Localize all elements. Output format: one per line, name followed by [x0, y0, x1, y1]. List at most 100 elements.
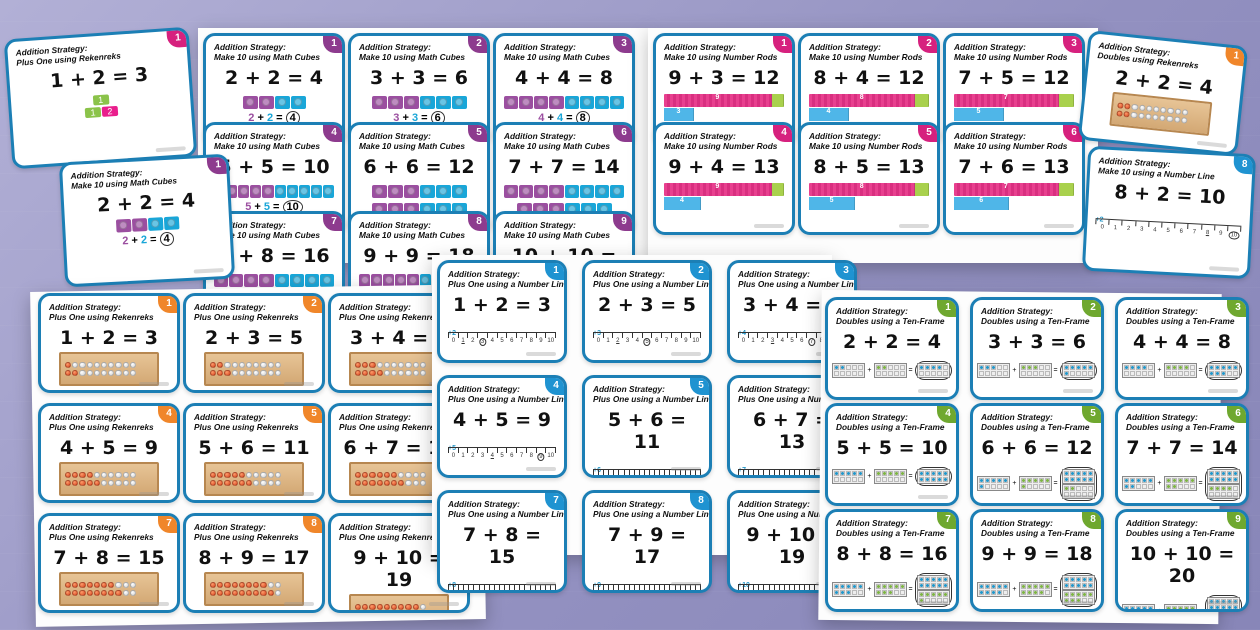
ten-frame-addition-card[interactable]: 1 Addition Strategy: Doubles using a Ten-F… [825, 297, 959, 400]
publisher-watermark [526, 352, 556, 356]
card-equation: 9 + 4 = 13 [664, 156, 784, 178]
ten-frame-illustration: + = [981, 361, 1093, 380]
number-line-addition-card[interactable]: 4 Addition Strategy: Plus One using a Numb… [437, 375, 567, 478]
floating-cube-card[interactable]: 1 Addition Strategy: Make 10 using Math Cu… [59, 154, 235, 288]
card-equation: 4 + 5 = 9 [49, 437, 169, 459]
card-equation: 5 + 6 = 11 [194, 437, 314, 459]
card-title-strategy: Addition Strategy: [194, 302, 314, 312]
card-equation: 2 + 3 = 5 [194, 327, 314, 349]
card-title-method: Doubles using a Ten-Frame [836, 316, 948, 326]
ten-frame-illustration: + = [836, 361, 948, 380]
card-title-method: Plus One using Rekenreks [49, 532, 169, 542]
card-number-badge: 3 [1227, 297, 1249, 317]
number-line-addition-card[interactable]: 5 Addition Strategy: Plus One using a Numb… [582, 375, 712, 478]
card-equation: 3 + 3 = 6 [359, 67, 479, 89]
number-rod-addition-card[interactable]: 4 Addition Strategy: Make 10 using Number … [653, 122, 795, 235]
card-title-strategy: Addition Strategy: [981, 518, 1093, 528]
publisher-watermark [1208, 495, 1238, 499]
ten-frame-addition-card[interactable]: 7 Addition Strategy: Doubles using a Ten-F… [825, 509, 959, 612]
card-equation: 7 + 7 = 14 [1126, 437, 1238, 459]
card-title-strategy: Addition Strategy: [504, 42, 624, 52]
card-equation: 5 + 5 = 10 [836, 437, 948, 459]
rekenrek-addition-card[interactable]: 7 Addition Strategy: Plus One using Rekenr… [38, 513, 180, 613]
publisher-watermark [284, 492, 314, 496]
card-title-method: Doubles using a Ten-Frame [1126, 422, 1238, 432]
math-cube-illustration [214, 92, 334, 109]
card-title-strategy: Addition Strategy: [448, 384, 556, 394]
card-number-badge: 2 [468, 33, 490, 53]
number-line-addition-card[interactable]: 7 Addition Strategy: Plus One using a Numb… [437, 490, 567, 593]
rekenrek-addition-card[interactable]: 8 Addition Strategy: Plus One using Rekenr… [183, 513, 325, 613]
rekenrek-illustration [194, 352, 314, 386]
publisher-watermark [671, 352, 701, 356]
card-title-strategy: Addition Strategy: [954, 131, 1074, 141]
card-title-strategy: Addition Strategy: [214, 42, 334, 52]
ten-frame-addition-card[interactable]: 3 Addition Strategy: Doubles using a Ten-F… [1115, 297, 1249, 400]
card-equation: 10 + 10 = 20 [1126, 543, 1238, 587]
card-number-badge: 8 [1082, 509, 1104, 529]
floating-numline-card[interactable]: 8 Addition Strategy: Make 10 using a Numbe… [1082, 146, 1256, 280]
card-equation: 6 + 6 = 12 [359, 156, 479, 178]
number-rod-illustration: 94 [664, 183, 784, 210]
number-line-addition-card[interactable]: 8 Addition Strategy: Plus One using a Numb… [582, 490, 712, 593]
rekenrek-addition-card[interactable]: 1 Addition Strategy: Plus One using Rekenr… [38, 293, 180, 393]
card-title-strategy: Addition Strategy: [214, 131, 334, 141]
card-number-badge: 7 [158, 513, 180, 533]
number-rod-illustration: 84 [809, 94, 929, 121]
card-title-strategy: Addition Strategy: [836, 412, 948, 422]
publisher-watermark [1063, 601, 1093, 605]
card-title-method: Doubles using a Ten-Frame [1126, 528, 1238, 538]
publisher-watermark [526, 467, 556, 471]
card-number-badge: 5 [303, 403, 325, 423]
ten-frame-addition-card[interactable]: 4 Addition Strategy: Doubles using a Ten-F… [825, 403, 959, 506]
card-title-method: Make 10 using Number Rods [954, 141, 1074, 151]
card-title-method: Plus One using a Number Line [738, 279, 846, 289]
card-title-strategy: Addition Strategy: [1126, 306, 1238, 316]
card-equation: 2 + 2 = 4 [836, 331, 948, 353]
card-equation: 7 + 8 = 15 [448, 524, 556, 568]
card-equation: 5 + 5 = 10 [214, 156, 334, 178]
card-title-method: Plus One using a Number Line [593, 394, 701, 404]
ten-frame-addition-card[interactable]: 6 Addition Strategy: Doubles using a Ten-F… [1115, 403, 1249, 506]
card-number-badge: 1 [773, 33, 795, 53]
card-title-strategy: Addition Strategy: [981, 306, 1093, 316]
card-title-method: Make 10 using Math Cubes [214, 141, 334, 151]
rekenrek-addition-card[interactable]: 5 Addition Strategy: Plus One using Rekenr… [183, 403, 325, 503]
card-number-badge: 8 [303, 513, 325, 533]
ten-frame-addition-card[interactable]: 8 Addition Strategy: Doubles using a Ten-F… [970, 509, 1104, 612]
card-title-method: Make 10 using Number Rods [809, 52, 929, 62]
number-line-addition-card[interactable]: 2 Addition Strategy: Plus One using a Numb… [582, 260, 712, 363]
card-equation: 6 + 6 = 12 [981, 437, 1093, 459]
publisher-watermark [284, 382, 314, 386]
ten-frame-addition-card[interactable]: 9 Addition Strategy: Doubles using a Ten-F… [1115, 509, 1249, 612]
publisher-watermark [284, 602, 314, 606]
number-line-addition-card[interactable]: 1 Addition Strategy: Plus One using a Numb… [437, 260, 567, 363]
ten-frame-addition-card[interactable]: 5 Addition Strategy: Doubles using a Ten-F… [970, 403, 1104, 506]
card-equation: 8 + 8 = 16 [836, 543, 948, 565]
card-title-method: Plus One using a Number Line [593, 509, 701, 519]
card-number-badge: 1 [545, 260, 567, 280]
card-title-strategy: Addition Strategy: [836, 306, 948, 316]
card-equation: 7 + 6 = 13 [954, 156, 1074, 178]
card-title-method: Plus One using a Number Line [593, 279, 701, 289]
floating-rekenrek-card[interactable]: 1 Addition Strategy: Plus One using Rekenr… [4, 27, 198, 170]
card-number-badge: 4 [773, 122, 795, 142]
card-equation: 8 + 5 = 13 [809, 156, 929, 178]
card-title-strategy: Addition Strategy: [448, 499, 556, 509]
publisher-watermark [194, 268, 224, 274]
card-number-badge: 8 [690, 490, 712, 510]
publisher-watermark [1208, 389, 1238, 393]
number-rod-addition-card[interactable]: 6 Addition Strategy: Make 10 using Number … [943, 122, 1085, 235]
number-rod-addition-card[interactable]: 5 Addition Strategy: Make 10 using Number … [798, 122, 940, 235]
floating-doubles-rekenrek-card[interactable]: 1 Addition Strategy: Doubles using Rekenre… [1078, 30, 1249, 156]
ten-frame-addition-card[interactable]: 2 Addition Strategy: Doubles using a Ten-F… [970, 297, 1104, 400]
rekenrek-addition-card[interactable]: 2 Addition Strategy: Plus One using Rekenr… [183, 293, 325, 393]
card-title-method: Make 10 using Math Cubes [359, 141, 479, 151]
card-title-strategy: Addition Strategy: [593, 384, 701, 394]
card-number-badge: 7 [545, 490, 567, 510]
card-title-method: Make 10 using Number Rods [664, 141, 784, 151]
rekenrek-addition-card[interactable]: 4 Addition Strategy: Plus One using Rekenr… [38, 403, 180, 503]
card-number-badge: 5 [468, 122, 490, 142]
card-number-badge: 2 [918, 33, 940, 53]
